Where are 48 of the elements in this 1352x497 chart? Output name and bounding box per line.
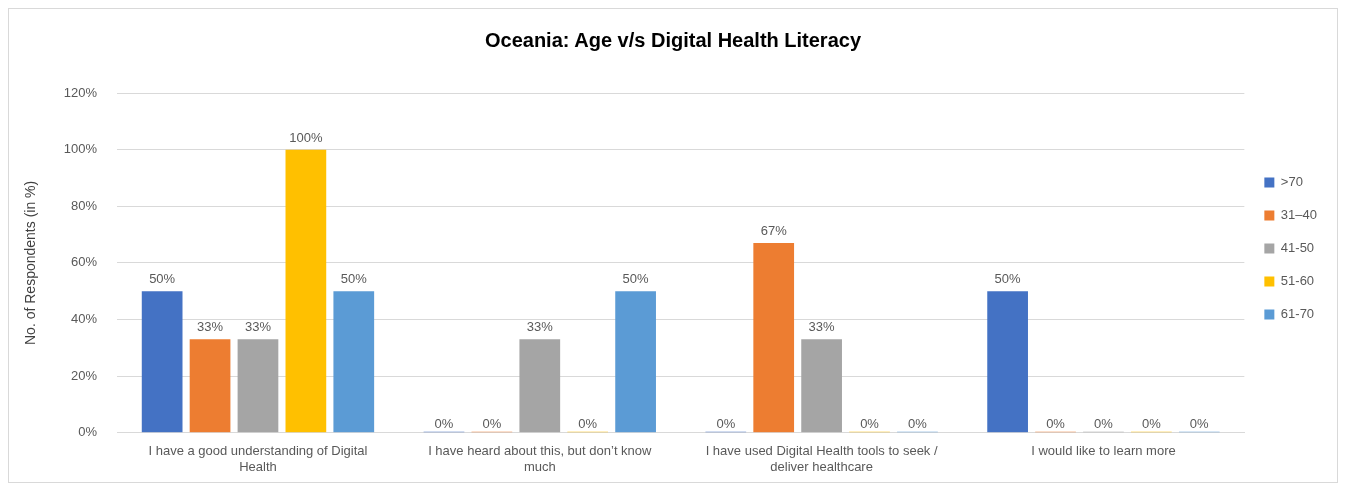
data-label: 50% — [622, 271, 650, 287]
data-label: 33% — [808, 319, 836, 335]
x-tick-label: I have a good understanding of Digital Health — [148, 443, 368, 474]
chart-title: Oceania: Age v/s Digital Health Literacy — [484, 28, 862, 51]
data-label: 0% — [716, 415, 736, 431]
bar — [987, 291, 1028, 433]
data-label: 50% — [994, 271, 1022, 287]
data-label: 0% — [908, 415, 928, 431]
data-label: 33% — [244, 319, 272, 335]
data-label: 0% — [434, 415, 454, 431]
x-tick-label: I have heard about this, but don’t know much — [428, 443, 653, 474]
data-label: 0% — [482, 415, 502, 431]
data-label: 0% — [1046, 415, 1066, 431]
y-tick-label: 60% — [71, 254, 98, 270]
bar — [141, 291, 183, 433]
data-label: 0% — [1189, 415, 1210, 431]
legend-label: 31–40 — [1280, 207, 1318, 223]
legend-label: >70 — [1280, 174, 1303, 190]
bar — [189, 339, 231, 433]
bar — [801, 339, 842, 433]
y-tick-label: 100% — [63, 141, 98, 157]
bar — [333, 291, 375, 433]
data-label: 67% — [760, 223, 788, 239]
data-label: 0% — [860, 415, 880, 431]
data-label: 0% — [1094, 415, 1114, 431]
data-label: 33% — [526, 319, 554, 335]
y-tick-label: 0% — [78, 424, 98, 440]
y-tick-label: 20% — [71, 367, 98, 383]
legend-label: 61-70 — [1280, 306, 1315, 322]
legend-label: 41-50 — [1280, 240, 1315, 256]
bar — [753, 243, 795, 433]
x-tick-label: I have used Digital Health tools to seek / deliver healthcare — [705, 443, 938, 474]
y-tick-label: 40% — [71, 311, 98, 327]
data-label: 33% — [197, 319, 224, 335]
bar — [285, 149, 327, 433]
x-tick-label: I would like to learn more — [1031, 443, 1176, 459]
data-label: 50% — [340, 271, 368, 287]
data-label: 0% — [1141, 415, 1162, 431]
bar — [237, 339, 279, 433]
y-tick-label: 120% — [63, 84, 98, 100]
y-tick-label: 80% — [71, 197, 98, 213]
bar — [615, 291, 656, 433]
legend-label: 51-60 — [1280, 273, 1315, 289]
data-label: 100% — [289, 129, 323, 145]
bar — [519, 339, 561, 433]
data-label: 0% — [578, 415, 598, 431]
data-label: 50% — [149, 271, 176, 287]
y-axis-title: No. of Respondents (in %) — [22, 180, 39, 345]
